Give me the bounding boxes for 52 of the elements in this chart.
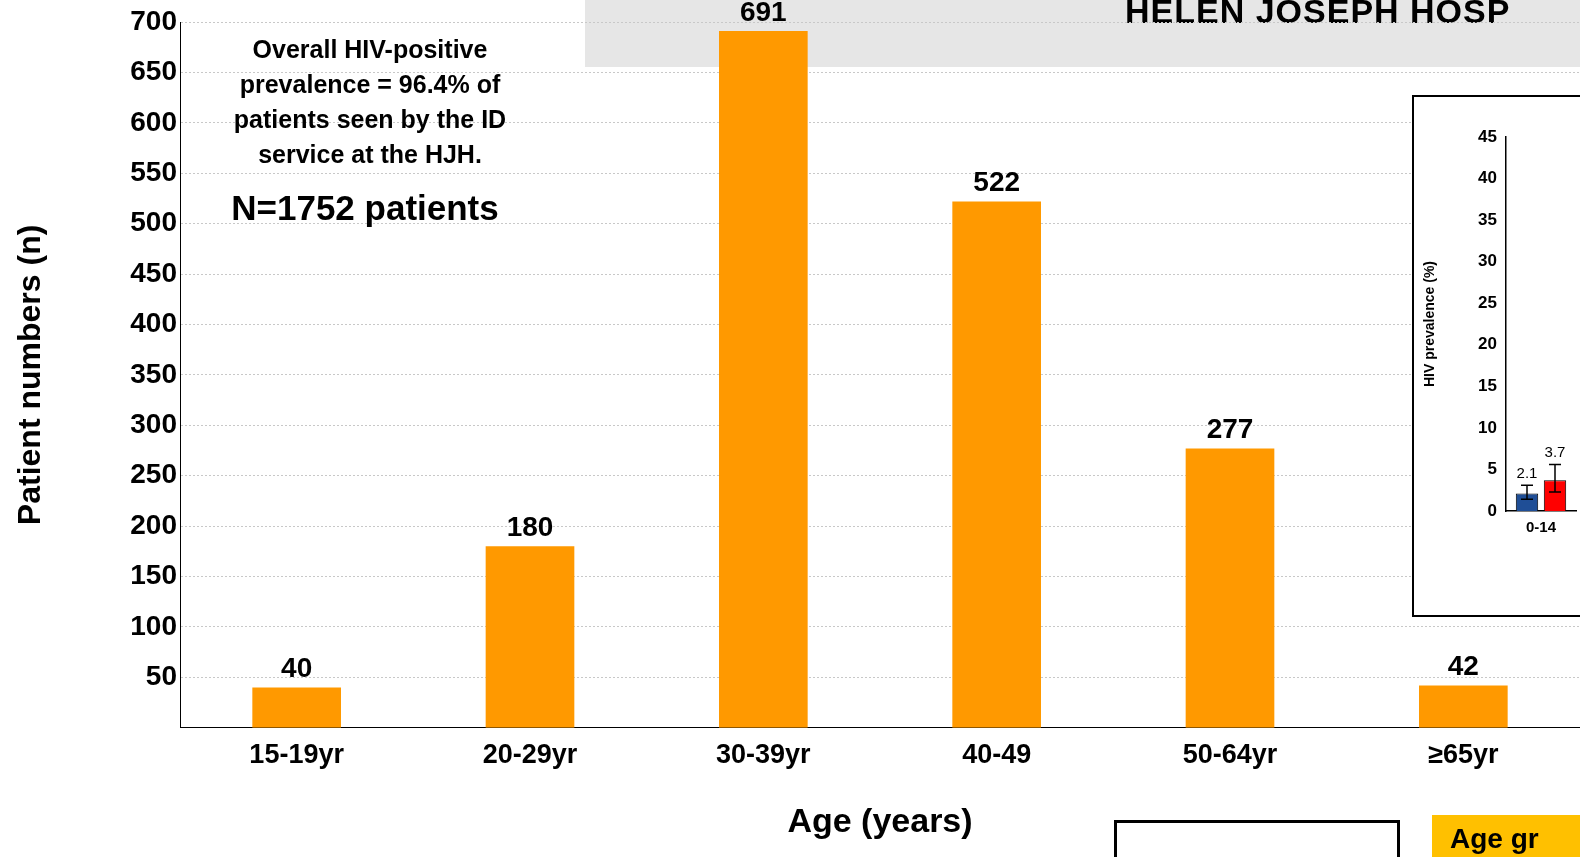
data-label: 691: [739, 0, 787, 27]
bar: [952, 201, 1041, 728]
y-axis-title: HIV prevalence (%): [1421, 260, 1438, 388]
annotation: N=1752 patients: [230, 188, 500, 228]
y-tick-label: 100: [130, 609, 177, 641]
y-tick-label: 5: [1487, 459, 1497, 479]
chart-title: HELEN JOSEPH HOSP: [1125, 0, 1511, 31]
bar: [485, 546, 575, 728]
annotation: Overall HIV-positive prevalence = 96.4% of patients seen by the ID service at the HJH.: [232, 34, 508, 170]
bar: [252, 687, 341, 728]
data-label: 277: [1206, 413, 1254, 445]
bar: [1185, 448, 1275, 728]
y-tick-label: 15: [1478, 376, 1497, 396]
x-tick-label: 40-49: [962, 739, 1032, 770]
y-tick-label: 700: [130, 4, 177, 36]
x-tick-label: 20-29yr: [482, 739, 578, 770]
x-tick-label: 0-14: [1525, 518, 1557, 536]
x-tick-label: 50-64yr: [1182, 739, 1278, 770]
data-label: 180: [506, 511, 554, 543]
data-label: 3.7: [1544, 443, 1566, 461]
y-tick-label: 600: [130, 105, 177, 137]
data-label: 522: [973, 166, 1021, 198]
y-tick-label: 35: [1478, 209, 1497, 229]
x-axis-title: Age (years): [787, 800, 973, 839]
y-tick-label: 45: [1478, 126, 1497, 146]
y-tick-label: 200: [130, 508, 177, 540]
y-tick-label: 10: [1478, 417, 1497, 437]
y-tick-label: 250: [130, 458, 177, 490]
y-tick-label: 25: [1478, 292, 1497, 312]
data-label: 42: [1447, 650, 1479, 682]
bar: [719, 31, 808, 728]
x-tick-label: 15-19yr: [249, 739, 345, 770]
data-label: 40: [281, 652, 313, 684]
bar: [1419, 685, 1508, 728]
y-tick-label: 500: [130, 206, 177, 238]
y-tick-label: 40: [1478, 168, 1497, 188]
x-tick-label: 30-39yr: [716, 739, 812, 770]
y-tick-label: 300: [130, 408, 177, 440]
y-tick-label: 550: [130, 155, 177, 187]
y-tick-label: 0: [1487, 500, 1497, 520]
x-tick-label: ≥65yr: [1428, 739, 1500, 770]
y-tick-label: 350: [130, 357, 177, 389]
y-tick-label: 400: [130, 307, 177, 339]
y-tick-label: 30: [1478, 251, 1497, 271]
y-tick-label: 150: [130, 559, 177, 591]
y-tick-label: 450: [130, 256, 177, 288]
y-tick-label: 50: [145, 660, 177, 692]
y-tick-label: 650: [130, 55, 177, 87]
y-axis-title: Patient numbers (n): [11, 224, 48, 526]
text: Age gr: [1432, 815, 1580, 857]
y-tick-label: 20: [1478, 334, 1497, 354]
data-label: 2.1: [1516, 463, 1538, 481]
